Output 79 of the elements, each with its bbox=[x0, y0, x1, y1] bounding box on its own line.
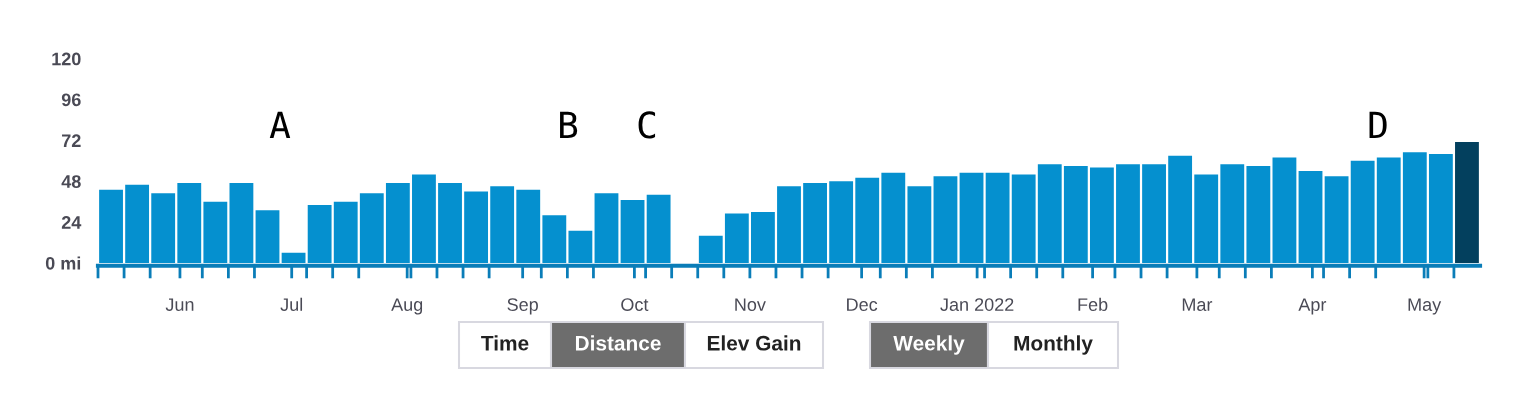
bar bbox=[307, 205, 332, 263]
bar bbox=[1220, 164, 1245, 263]
text: Monthly bbox=[1014, 335, 1093, 355]
bar bbox=[933, 176, 958, 263]
bar bbox=[1142, 164, 1166, 263]
x-tick-label: Apr bbox=[1298, 298, 1327, 315]
y-tick-label: 48 bbox=[61, 175, 81, 188]
x-tick-label: Mar bbox=[1182, 298, 1213, 311]
text: Time bbox=[481, 335, 529, 351]
bar bbox=[281, 252, 306, 263]
bar bbox=[177, 182, 202, 263]
y-tick-label: 96 bbox=[61, 93, 81, 107]
bar bbox=[229, 182, 254, 263]
x-tick-label: Jan 2022 bbox=[940, 298, 1014, 311]
text: Elev Gain bbox=[707, 335, 801, 351]
bar bbox=[855, 177, 880, 263]
x-tick-label: Oct bbox=[621, 298, 649, 311]
bar bbox=[959, 172, 984, 263]
bar bbox=[568, 230, 593, 263]
bar bbox=[724, 213, 749, 263]
x-tick-label: Nov bbox=[735, 298, 766, 311]
bar bbox=[803, 182, 827, 263]
y-tick-label: 24 bbox=[61, 216, 82, 229]
bar bbox=[1194, 174, 1219, 263]
bar bbox=[1298, 171, 1323, 263]
bar bbox=[907, 186, 932, 263]
bar bbox=[1428, 153, 1453, 263]
bar bbox=[412, 174, 436, 263]
bar bbox=[490, 186, 515, 263]
x-tick-label: Feb bbox=[1078, 297, 1108, 311]
bar bbox=[594, 193, 619, 263]
bar bbox=[438, 182, 462, 263]
bar bbox=[1376, 157, 1401, 263]
y-tick-label: 72 bbox=[62, 134, 81, 147]
y-tick-label: 120 bbox=[52, 52, 81, 66]
bar bbox=[985, 172, 1010, 263]
bar bbox=[1272, 157, 1297, 263]
text: Weekly bbox=[893, 335, 965, 355]
y-tick-label: 0 mi bbox=[45, 256, 81, 270]
bar bbox=[99, 189, 123, 263]
text: Distance bbox=[575, 335, 661, 351]
bar bbox=[829, 181, 854, 263]
x-tick-label: Sep bbox=[507, 298, 538, 315]
bar bbox=[1350, 160, 1375, 263]
bar bbox=[1168, 155, 1193, 263]
bar bbox=[698, 235, 723, 263]
bar bbox=[1011, 174, 1036, 263]
bar bbox=[777, 186, 801, 263]
bar bbox=[1324, 176, 1349, 263]
bar bbox=[1063, 165, 1088, 263]
bar bbox=[464, 191, 489, 263]
annotation: B bbox=[560, 111, 578, 139]
x-tick-label: Jul bbox=[280, 297, 303, 311]
bar bbox=[255, 210, 280, 263]
bar bbox=[1089, 167, 1114, 263]
annotation: A bbox=[269, 111, 291, 139]
bar bbox=[1037, 164, 1062, 263]
bar bbox=[1246, 165, 1271, 263]
bar bbox=[359, 193, 384, 263]
x-tick-label: Aug bbox=[391, 298, 423, 315]
x-tick-label: Jun bbox=[165, 298, 194, 311]
bar bbox=[333, 201, 358, 263]
bar bbox=[203, 201, 228, 263]
bar bbox=[1455, 142, 1479, 263]
x-tick-label: Dec bbox=[847, 298, 878, 311]
bar bbox=[516, 189, 541, 263]
x-tick-label: May bbox=[1408, 298, 1442, 315]
bar bbox=[1116, 164, 1140, 263]
bar bbox=[542, 215, 567, 263]
bar bbox=[151, 193, 176, 263]
bar bbox=[385, 182, 410, 263]
bar bbox=[881, 172, 906, 263]
annotation: D bbox=[1369, 111, 1387, 139]
annotation: C bbox=[638, 111, 656, 139]
bar bbox=[125, 184, 150, 263]
bar bbox=[1402, 152, 1427, 263]
bar bbox=[751, 211, 775, 263]
bar bbox=[620, 199, 645, 263]
bar bbox=[646, 194, 671, 263]
